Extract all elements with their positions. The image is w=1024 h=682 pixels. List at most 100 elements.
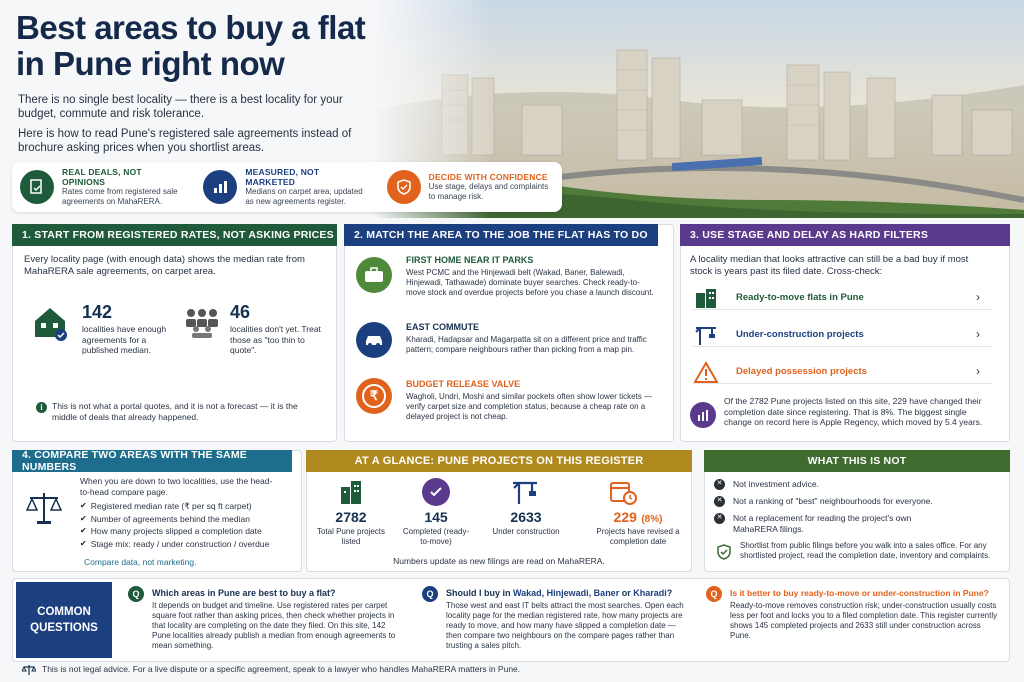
not-heading: WHAT THIS IS NOT [704, 450, 1010, 472]
building-icon [692, 287, 720, 309]
glance-footer: Numbers update as new filings are read o… [393, 556, 605, 566]
link-label: Under-construction projects [736, 329, 864, 340]
question-badge-icon: Q [706, 586, 722, 602]
people-group-icon [182, 302, 222, 342]
glance-stat-revised: 229 (8%) [613, 509, 663, 525]
x-circle-icon: ✕ [714, 496, 725, 507]
chevron-right-icon[interactable]: › [976, 364, 980, 378]
item-text: West PCMC and the Hinjewadi belt (Wakad,… [406, 268, 654, 297]
glance-heading: AT A GLANCE: PUNE PROJECTS ON THIS REGIS… [306, 450, 692, 472]
building-icon [338, 478, 364, 506]
checklist-item: ✔ Number of agreements behind the median [80, 513, 250, 524]
checkmark-icon: ✔ [80, 513, 87, 523]
stat-localities-thin-label: localities don't yet. Treat those as "to… [230, 324, 321, 355]
faq-answer: Ready-to-move removes construction risk;… [730, 601, 998, 640]
question-badge-icon: Q [128, 586, 144, 602]
info-icon: i [36, 402, 47, 413]
section-2-panel [344, 224, 674, 442]
section-1-text: Every locality page (with enough data) s… [24, 254, 305, 277]
intro-paragraph-2: Here is how to read Pune's registered sa… [18, 128, 352, 154]
not-item: ✕ Not a replacement for reading the proje… [714, 513, 1004, 534]
not-item: ✕ Not investment advice. [714, 479, 1004, 490]
faq-answer: Those west and east IT belts attract the… [446, 601, 684, 650]
house-check-icon [30, 302, 70, 342]
chevron-right-icon[interactable]: › [976, 290, 980, 304]
pillar-text: Rates come from registered sale agreemen… [62, 187, 178, 206]
document-check-icon [20, 170, 54, 204]
bar-chart-icon [203, 170, 238, 204]
pillar-title: REAL DEALS, NOT OPINIONS [62, 167, 142, 187]
faq-question[interactable]: Is it better to buy ready-to-move or und… [730, 588, 989, 598]
checklist-item: ✔ How many projects slipped a completion … [80, 526, 262, 536]
pillar-title: MEASURED, NOT MARKETED [245, 167, 320, 187]
item-text: Wagholi, Undri, Moshi and similar pocket… [406, 392, 653, 421]
section-1-note: This is not what a portal quotes, and it… [52, 401, 298, 422]
glance-stat-completed-label: Completed (ready-to-move) [402, 527, 470, 546]
checkmark-icon: ✔ [80, 501, 87, 510]
checklist-item: ✔ Stage mix: ready / under construction /… [80, 538, 270, 549]
section-1-heading: 1. START FROM REGISTERED RATES, NOT ASKI… [12, 224, 337, 246]
briefcase-icon [356, 257, 392, 293]
checkmark-icon: ✔ [80, 538, 87, 548]
x-circle-icon: ✕ [714, 513, 725, 524]
faq-question[interactable]: Should I buy in Wakad, Hinjewadi, Baner … [446, 588, 673, 598]
crane-icon [510, 478, 540, 506]
pillar-text: Medians on carpet area, updated as new a… [245, 187, 363, 206]
scales-icon [24, 488, 64, 528]
compare-link[interactable]: Compare data, not marketing. [84, 557, 197, 567]
question-badge-icon: Q [422, 586, 438, 602]
faq-panel [12, 578, 1010, 662]
link-under-construction[interactable]: Under-construction projects [692, 323, 992, 347]
page-title: Best areas to buy a flat in Pune right n… [16, 9, 366, 82]
link-label: Ready-to-move flats in Pune [736, 292, 864, 303]
glance-stat-total: 2782 [335, 509, 367, 525]
stat-localities-published: 142 [82, 302, 113, 322]
section-3-panel [680, 224, 1010, 442]
checklist-item: ✔ Registered median rate (₹ per sq ft car… [80, 501, 252, 511]
scales-icon [22, 663, 36, 677]
glance-stat-revised-label: Projects have revised a completion date [596, 527, 680, 546]
link-ready-to-move[interactable]: Ready-to-move flats in Pune [692, 286, 992, 310]
section-3-text: A locality median that looks attractive … [690, 254, 969, 277]
glance-stat-under-construction: 2633 [510, 509, 542, 525]
glance-stat-completed: 145 [424, 509, 448, 525]
shield-check-icon [716, 544, 732, 560]
stat-localities-published-label: localities have enough agreements for a … [82, 324, 167, 355]
checkmark-icon: ✔ [80, 526, 87, 535]
crane-icon [692, 324, 720, 346]
x-circle-icon: ✕ [714, 479, 725, 490]
pillar-title: DECIDE WITH CONFIDENCE [428, 172, 548, 182]
not-item: ✕ Not a ranking of "best" neighbourhoods … [714, 496, 1004, 507]
disclaimer: This is not legal advice. For a live dis… [42, 664, 521, 674]
section-4-intro: When you are down to two localities, use… [80, 476, 273, 497]
bar-chart-icon [690, 402, 716, 428]
rupee-icon: ₹ [356, 378, 392, 414]
item-title: EAST COMMUTE [406, 322, 479, 332]
intro-text: There is no single best locality — there… [18, 93, 378, 161]
compare-checklist: ✔ Registered median rate (₹ per sq ft car… [80, 501, 300, 551]
shield-check-icon [386, 170, 421, 204]
glance-stat-total-label: Total Pune projects listed [316, 527, 386, 546]
chevron-right-icon[interactable]: › [976, 327, 980, 341]
item-text: Kharadi, Hadapsar and Magarpatta sit on … [406, 335, 647, 354]
pillar-real-deals: REAL DEALS, NOT OPINIONS Rates come from… [12, 162, 195, 212]
faq-label: COMMON QUESTIONS [16, 582, 112, 658]
stat-localities-thin: 46 [230, 302, 251, 322]
pillar-text: Use stage, delays and complaints to mana… [428, 182, 549, 201]
intro-paragraph-1: There is no single best locality — there… [18, 94, 343, 120]
pillar-measured: MEASURED, NOT MARKETED Medians on carpet… [195, 162, 378, 212]
not-note: Shortlist from public filings before you… [740, 541, 991, 560]
calendar-clock-icon [608, 478, 638, 506]
faq-answer: It depends on budget and timeline. Use r… [152, 601, 396, 650]
section-3-heading: 3. USE STAGE AND DELAY AS HARD FILTERS [680, 224, 1010, 246]
link-label: Delayed possession projects [736, 366, 867, 377]
item-title: BUDGET RELEASE VALVE [406, 379, 521, 389]
section-3-note: Of the 2782 Pune projects listed on this… [724, 396, 983, 427]
item-title: FIRST HOME NEAR IT PARKS [406, 255, 534, 265]
link-delayed-possession[interactable]: Delayed possession projects [692, 360, 992, 384]
glance-stat-under-construction-label: Under construction [492, 527, 560, 536]
faq-question[interactable]: Which areas in Pune are best to buy a fl… [152, 588, 336, 598]
pillar-decide: DECIDE WITH CONFIDENCE Use stage, delays… [379, 162, 562, 212]
warning-icon [692, 360, 720, 383]
